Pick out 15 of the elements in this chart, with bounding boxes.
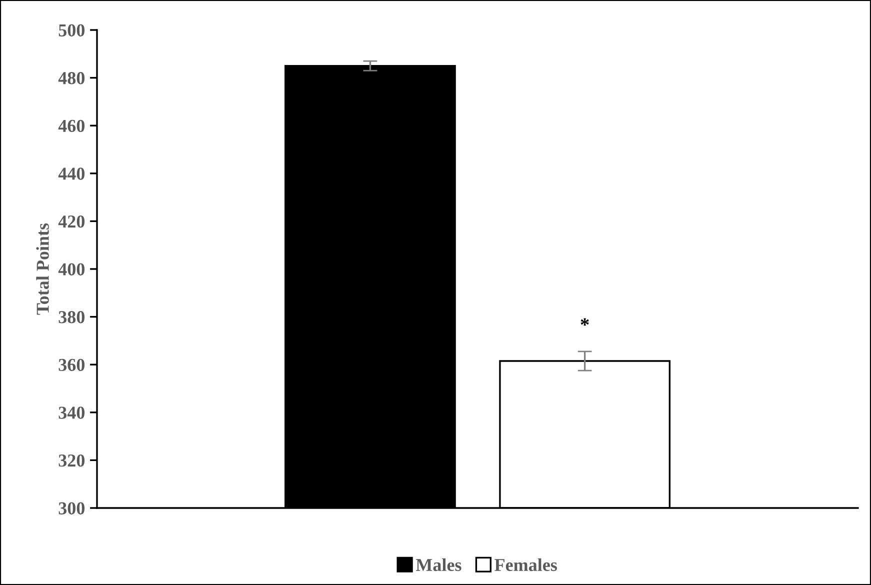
y-tick-label: 320	[58, 454, 85, 467]
y-tick-label: 460	[58, 120, 85, 132]
y-tick-label: 380	[58, 311, 85, 324]
y-tick-label: 480	[58, 72, 85, 84]
y-tick-label: 300	[58, 502, 85, 514]
y-tick-label: 500	[58, 24, 85, 36]
y-tick-label: 440	[58, 168, 85, 180]
y-tick-label: 340	[58, 406, 85, 419]
y-axis-title: Total Points	[36, 223, 49, 315]
annotation: *	[580, 318, 589, 326]
y-tick-label: 420	[58, 215, 85, 228]
legend-label: Females	[494, 558, 557, 572]
y-tick-label: 360	[58, 358, 85, 372]
y-tick-label: 400	[58, 263, 85, 276]
legend-label: Males	[416, 558, 462, 572]
